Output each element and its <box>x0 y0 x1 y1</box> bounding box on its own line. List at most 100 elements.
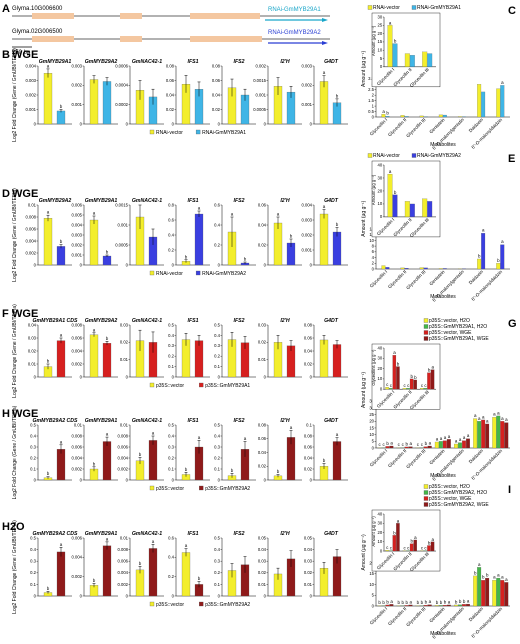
legend-swatch <box>199 382 204 388</box>
chart-title: GmNAC42-1 <box>132 59 162 65</box>
inset-bar <box>392 355 397 390</box>
chart-title: I2'H <box>280 59 290 65</box>
bar <box>408 446 413 449</box>
significance-letter: a <box>440 436 443 441</box>
chart-title: G4DT <box>324 318 339 324</box>
exon-2b <box>120 36 142 42</box>
qpcr-chart-1: GmMYB29A1 0 0.002 0.004 0.006 b a <box>72 531 118 598</box>
tick-label: 0.02 <box>258 242 267 247</box>
panel-ylabel: Amount (μg g⁻¹) <box>361 200 367 236</box>
panel-xlabel: Metabolites <box>430 142 456 148</box>
tick-label: 0.4 <box>214 433 220 438</box>
significance-letter: b <box>393 530 396 535</box>
tick-label: 10 <box>378 48 383 53</box>
legend-swatch <box>367 153 373 158</box>
chart-title: IFS1 <box>188 418 199 424</box>
bar <box>427 604 432 607</box>
bar <box>477 84 482 118</box>
tick-label: 6 <box>372 249 375 254</box>
bar <box>404 268 409 270</box>
legend-swatch <box>199 485 204 491</box>
tick-label: 0.5 <box>168 422 174 427</box>
tick-label: 0.002 <box>26 250 37 255</box>
tick-label: 0.4 <box>168 232 174 237</box>
legend-swatch <box>149 129 155 135</box>
tick-label: 0.02 <box>304 361 313 366</box>
significance-letter: a <box>501 416 504 421</box>
panel-label-g: G <box>508 318 517 330</box>
tick-label: 0.03 <box>258 322 267 327</box>
tick-label: 0.006 <box>72 535 83 540</box>
tick-label: 25 <box>378 23 383 28</box>
significance-letter: c <box>382 442 385 447</box>
bar <box>458 442 462 449</box>
tick-label: 0.004 <box>72 222 83 227</box>
bar <box>504 422 509 449</box>
tick-label: 0 <box>80 477 83 482</box>
bar <box>500 421 505 449</box>
tick-label: 0.002 <box>118 582 129 587</box>
bar <box>385 604 390 607</box>
tick-label: 0.02 <box>304 466 313 471</box>
bar <box>423 605 428 607</box>
significance-letter: b <box>139 561 142 566</box>
panel-label-h: H <box>2 408 10 420</box>
tick-label: 0.005 <box>72 212 83 217</box>
bar <box>442 268 447 270</box>
tick-label: 10 <box>378 539 383 544</box>
inset-bar <box>404 53 410 67</box>
tick-label: 0.2 <box>214 354 220 359</box>
bar <box>446 604 451 607</box>
legend-label: RNAi-GmMYB29A2 <box>202 271 246 277</box>
significance-letter: a <box>493 412 496 417</box>
significance-letter: a <box>497 410 500 415</box>
legend-swatch <box>195 129 201 135</box>
tick-label: 0.003 <box>26 78 37 83</box>
significance-letter: b <box>497 258 500 263</box>
tick-label: 0.4 <box>168 333 174 338</box>
tick-label: 0 <box>218 374 221 379</box>
bar <box>319 339 329 378</box>
qpcr-chart-6: G4DT 0 0.001 0.002 0.003 a b <box>302 59 348 126</box>
tick-label: 0.6 <box>214 202 220 207</box>
bar <box>332 231 342 266</box>
panel-label-e: E <box>508 153 515 165</box>
inset-bar <box>388 388 393 390</box>
bar <box>442 440 447 449</box>
significance-letter: c <box>407 383 410 388</box>
significance-letter: a <box>474 413 477 418</box>
bar <box>477 258 482 270</box>
significance-letter: b <box>455 599 458 604</box>
bar <box>496 88 501 118</box>
tick-label: 0.002 <box>72 466 83 471</box>
inset-bar <box>409 55 415 67</box>
legend-label: RNAi-vector <box>156 271 183 277</box>
chart-title: GmNAC42-1 <box>132 318 162 324</box>
tick-label: 10 <box>378 201 383 206</box>
tick-label: 0.08 <box>166 63 175 68</box>
tick-label: 0 <box>264 121 267 126</box>
tick-label: 0 <box>218 593 221 598</box>
tick-label: 0.2 <box>168 247 174 252</box>
significance-letter: b <box>459 599 462 604</box>
row-tag: WGE <box>12 408 38 420</box>
tick-label: 0.3 <box>30 444 36 449</box>
category-label: Daidzein <box>468 117 484 133</box>
tick-label: 0.002 <box>302 232 313 237</box>
qpcr-chart-2: GmNAC42-1 0 0.002 0.004 0.006 0.008 0.01 b a <box>118 531 164 598</box>
bar <box>404 446 409 449</box>
tick-label: 3.5 <box>368 76 374 81</box>
tick-label: 4 <box>372 255 375 260</box>
inset-bar <box>402 388 407 390</box>
bar <box>148 548 158 597</box>
qpcr-chart-3: IFS1 0 0.1 0.2 0.3 0.4 0.5 b a <box>168 418 210 482</box>
tick-label: 0.08 <box>304 322 313 327</box>
chart-title: G4DT <box>324 59 339 65</box>
tick-label: 0.4 <box>30 547 36 552</box>
category-label: Genistein <box>428 606 446 624</box>
bar <box>481 91 486 118</box>
tick-label: 0 <box>380 548 383 553</box>
